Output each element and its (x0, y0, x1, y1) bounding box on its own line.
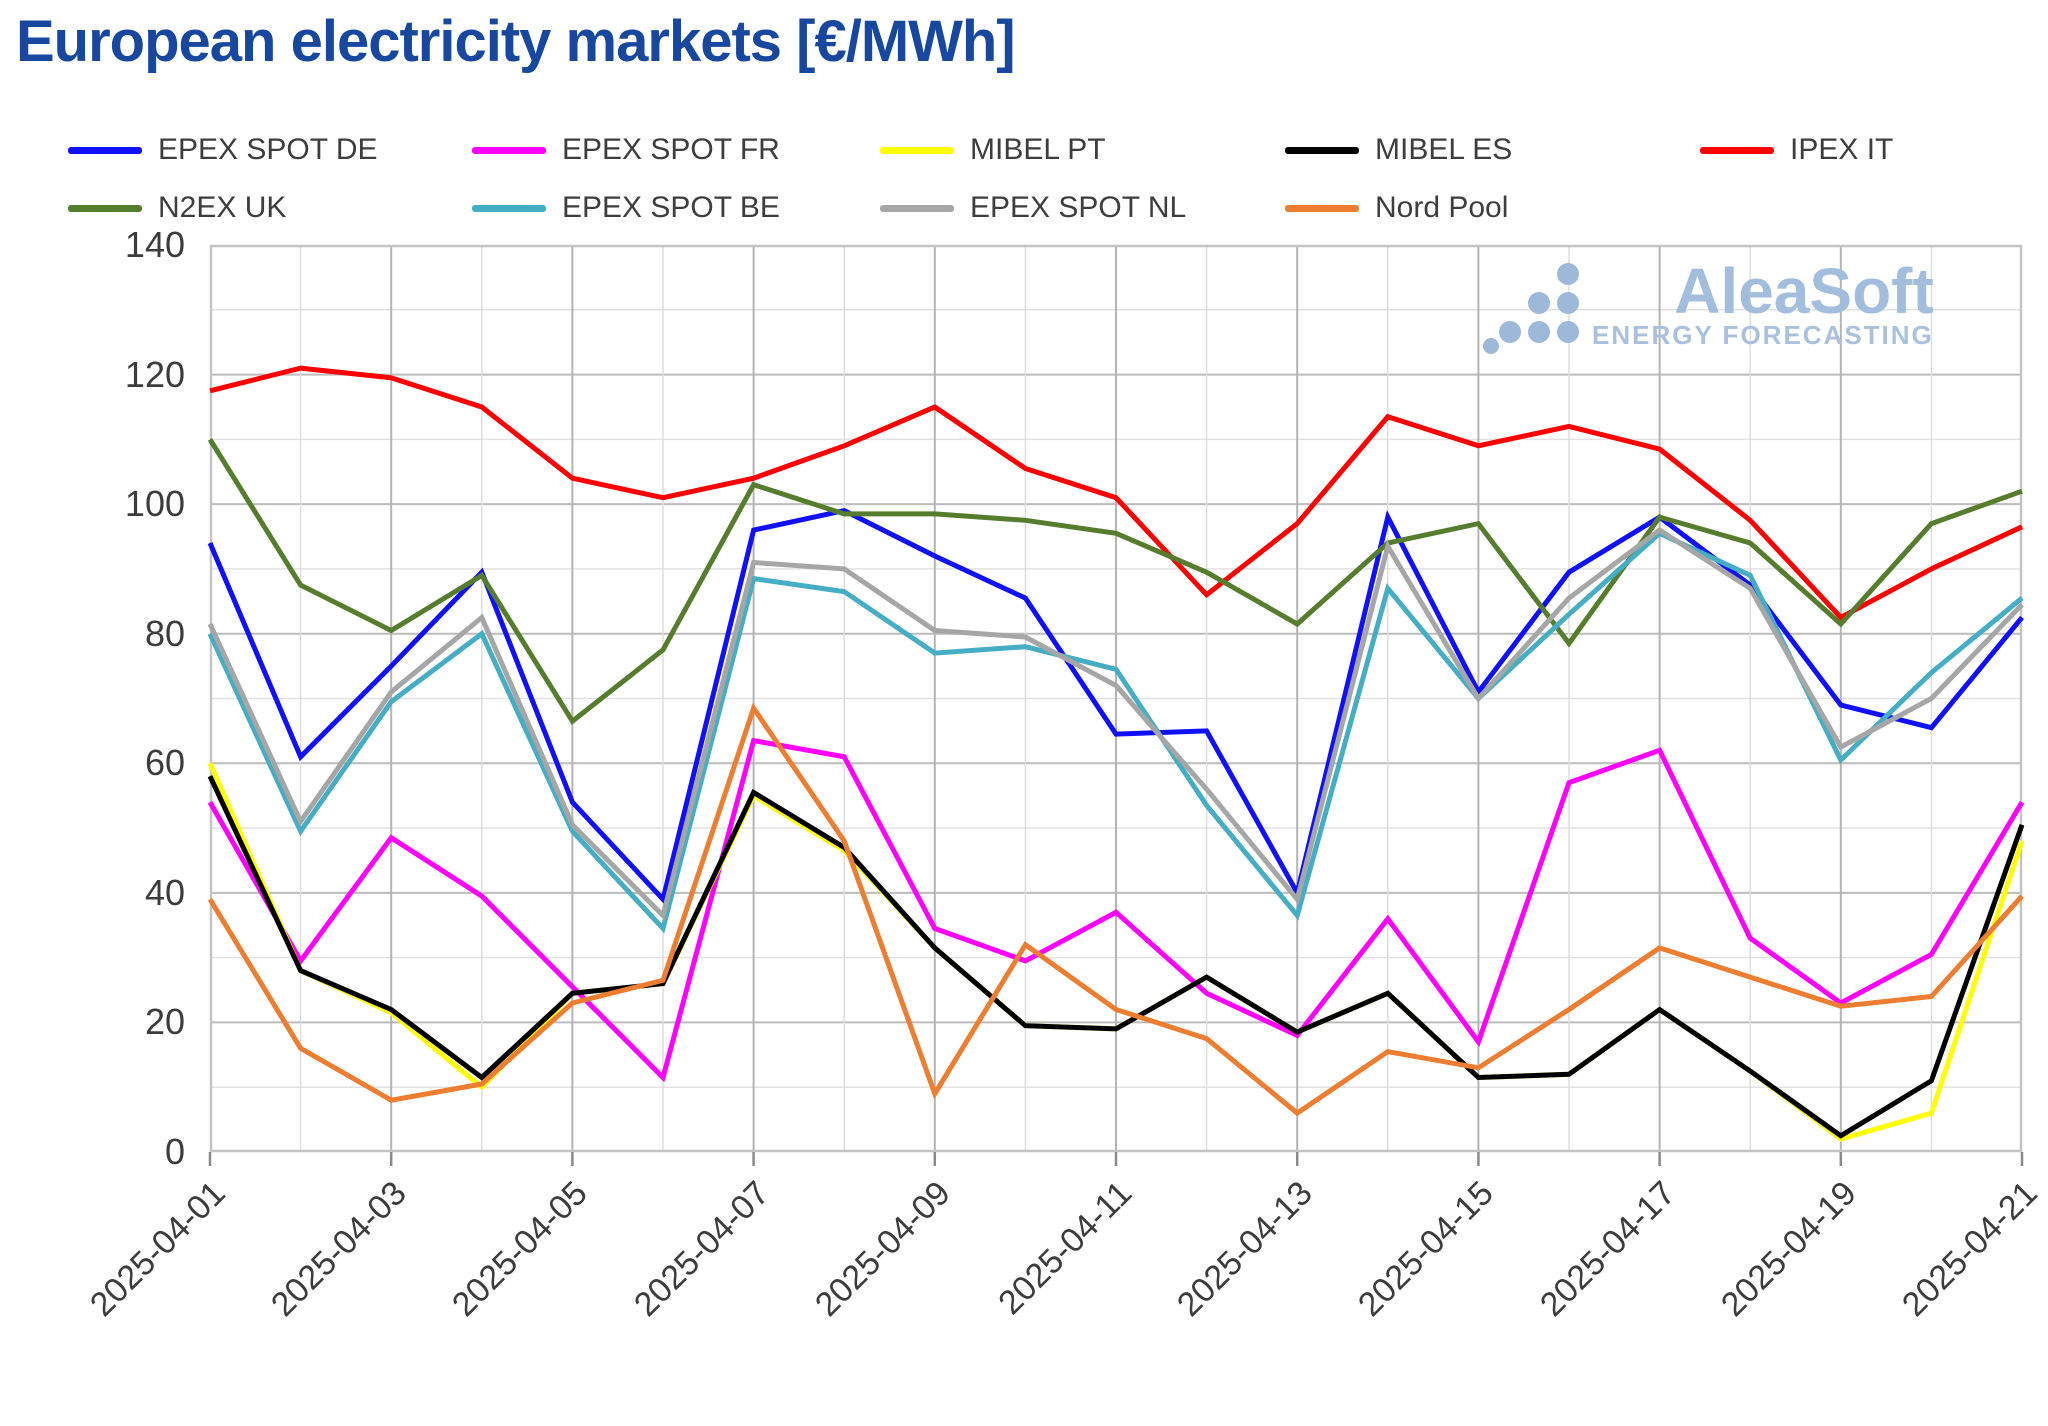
x-axis-label: 2025-04-01 (83, 1174, 233, 1324)
legend-item-epex-spot-fr: EPEX SPOT FR (472, 130, 780, 170)
logo-tagline: ENERGY FORECASTING (1592, 320, 1934, 350)
legend-item-epex-spot-de: EPEX SPOT DE (68, 130, 378, 170)
legend-label: EPEX SPOT DE (158, 133, 378, 166)
series-line-epex-spot-be (207, 530, 2024, 934)
legend-swatch-epex-spot-fr (472, 146, 546, 154)
legend-swatch-mibel-pt (880, 146, 954, 154)
chart-title: European electricity markets [€/MWh] (16, 9, 1016, 74)
x-axis-label: 2025-04-17 (1532, 1174, 1683, 1324)
x-axis-label: 2025-04-07 (626, 1174, 777, 1324)
series-line-mibel-es (207, 775, 2025, 1139)
y-axis-label: 60 (144, 742, 185, 784)
series-line-epex-spot-fr (207, 737, 2025, 1083)
legend-label: MIBEL PT (970, 133, 1106, 166)
legend-label: MIBEL ES (1375, 133, 1513, 166)
plot-border (209, 244, 2023, 1153)
y-axis-label: 120 (124, 353, 185, 395)
x-axis-label: 2025-04-19 (1713, 1174, 1864, 1324)
legend-swatch-epex-spot-be (472, 204, 546, 212)
legend-label: EPEX SPOT NL (970, 191, 1187, 224)
logo-wordmark: AleaSoft (1674, 255, 1934, 327)
aleasoft-watermark: AleaSoft ENERGY FORECASTING (1482, 258, 1934, 358)
legend-swatch-epex-spot-nl (880, 204, 954, 212)
y-axis-label: 100 (124, 483, 185, 525)
y-axis-label: 140 (124, 224, 185, 265)
y-axis-label: 40 (144, 871, 185, 913)
series-line-epex-spot-nl (207, 527, 2024, 921)
legend-label: EPEX SPOT BE (562, 191, 780, 224)
chart-plot-svg (207, 244, 2025, 1166)
series-line-n2ex-uk (207, 438, 2023, 725)
legend-swatch-epex-spot-de (68, 146, 142, 154)
x-axis-label: 2025-04-11 (990, 1174, 1139, 1323)
legend-item-mibel-es: MIBEL ES (1285, 130, 1512, 170)
legend-swatch-n2ex-uk (68, 204, 142, 212)
legend-label: Nord Pool (1375, 191, 1509, 224)
x-axis-label: 2025-04-09 (807, 1174, 958, 1324)
legend-item-epex-spot-nl: EPEX SPOT NL (880, 188, 1186, 228)
logo-dots-icon (1483, 263, 1579, 354)
legend-item-n2ex-uk: N2EX UK (68, 188, 286, 228)
legend-label: N2EX UK (158, 191, 287, 224)
y-axis-label: 20 (144, 1001, 185, 1043)
legend-item-ipex-it: IPEX IT (1700, 130, 1893, 170)
legend-item-epex-spot-be: EPEX SPOT BE (472, 188, 780, 228)
y-axis-label: 0 (164, 1131, 185, 1172)
x-axis-label: 2025-04-03 (264, 1174, 415, 1324)
x-axis-label: 2025-04-13 (1170, 1174, 1321, 1324)
x-axis-label: 2025-04-05 (445, 1174, 596, 1324)
x-axis-label: 2025-04-21 (1895, 1174, 2045, 1324)
legend-item-mibel-pt: MIBEL PT (880, 130, 1106, 170)
legend-swatch-mibel-es (1285, 146, 1359, 154)
legend-swatch-ipex-it (1700, 146, 1774, 154)
y-axis-label: 80 (144, 612, 185, 654)
series-line-ipex-it (209, 365, 2024, 621)
series-line-nord-pool (207, 702, 2024, 1117)
legend-label: IPEX IT (1790, 133, 1894, 166)
legend-label: EPEX SPOT FR (562, 133, 780, 166)
legend-swatch-nord-pool (1285, 204, 1359, 212)
x-axis-label: 2025-04-15 (1351, 1174, 1502, 1324)
legend-item-nord-pool: Nord Pool (1285, 188, 1508, 228)
